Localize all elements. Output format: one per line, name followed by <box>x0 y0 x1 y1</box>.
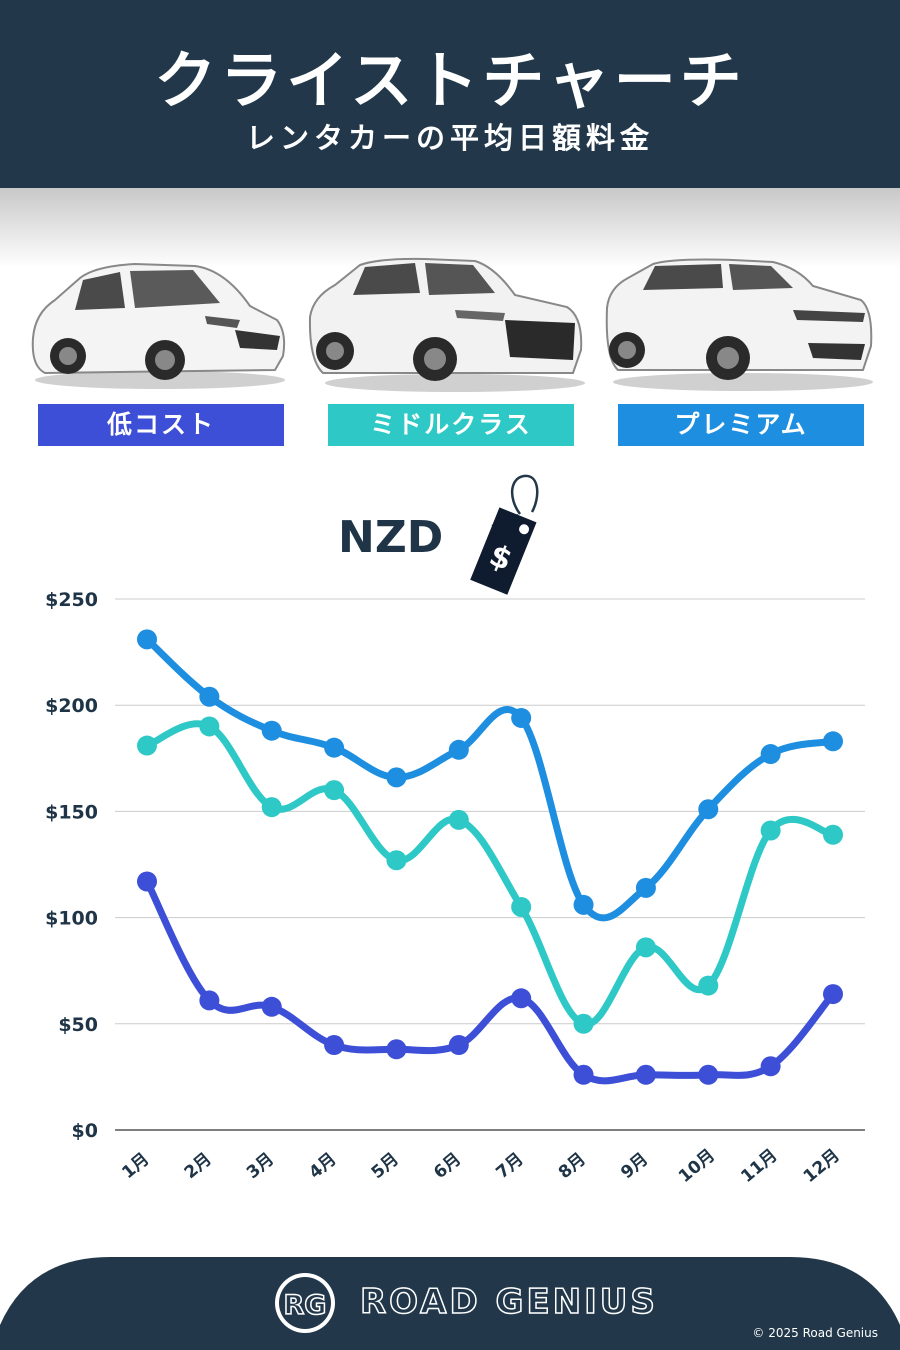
data-point-premium <box>511 707 532 728</box>
x-tick-label: 5月 <box>368 1149 403 1183</box>
x-tick-label: 7月 <box>492 1149 527 1183</box>
x-tick-label: 12月 <box>800 1145 844 1186</box>
premium-label: プレミアム <box>618 404 864 446</box>
data-point-midsize <box>199 716 220 737</box>
x-tick-label: 1月 <box>118 1149 153 1183</box>
logo-initials: RG <box>284 1290 327 1321</box>
data-point-economy <box>635 1064 656 1085</box>
page-title: クライストチャーチ <box>154 44 746 117</box>
data-point-premium <box>324 737 345 758</box>
data-point-economy <box>698 1064 719 1085</box>
series-line-midsize <box>143 720 837 1028</box>
data-point-premium <box>635 877 656 898</box>
midsize-car-image <box>308 257 585 392</box>
data-point-premium <box>823 731 843 752</box>
header-shadow <box>0 188 900 268</box>
data-point-midsize <box>261 797 282 818</box>
y-tick-label: $100 <box>45 908 98 930</box>
data-point-midsize <box>137 735 157 756</box>
economy-label: 低コスト <box>38 404 284 446</box>
data-point-economy <box>261 996 282 1017</box>
price-tag-icon: $ <box>470 474 539 595</box>
data-point-premium <box>698 799 719 820</box>
data-point-midsize <box>573 1013 594 1034</box>
y-tick-label: $200 <box>45 695 98 717</box>
data-point-economy <box>137 871 157 892</box>
midsize-label: ミドルクラス <box>328 404 574 446</box>
data-point-premium <box>448 739 469 760</box>
data-point-economy <box>448 1035 469 1056</box>
x-tick-label: 10月 <box>675 1145 719 1186</box>
data-point-premium <box>137 629 157 650</box>
data-point-premium <box>573 894 594 915</box>
data-point-economy <box>199 990 220 1011</box>
page-subtitle: レンタカーの平均日額料金 <box>245 121 654 155</box>
y-tick-label: $250 <box>45 589 98 611</box>
y-tick-label: $0 <box>72 1120 98 1142</box>
data-point-midsize <box>386 850 407 871</box>
data-point-midsize <box>324 780 345 801</box>
series-line-economy <box>143 877 837 1085</box>
brand-name: ROAD GENIUS <box>359 1281 658 1323</box>
currency-label: NZD <box>338 512 444 563</box>
footer-band: RG <box>0 1257 900 1350</box>
data-point-economy <box>386 1039 407 1060</box>
y-tick-label: $50 <box>58 1014 98 1036</box>
x-tick-label: 8月 <box>555 1149 590 1183</box>
x-tick-label: 2月 <box>181 1149 216 1183</box>
data-point-midsize <box>760 820 781 841</box>
data-point-premium <box>199 686 220 707</box>
data-point-economy <box>760 1056 781 1077</box>
data-point-premium <box>760 744 781 765</box>
data-point-economy <box>573 1064 594 1085</box>
copyright-text: © 2025 Road Genius <box>752 1326 878 1340</box>
data-point-economy <box>823 984 843 1005</box>
x-tick-label: 6月 <box>430 1149 465 1183</box>
data-point-economy <box>324 1035 345 1056</box>
header-banner: クライストチャーチ レンタカーの平均日額料金 <box>0 0 900 188</box>
x-tick-label: 3月 <box>243 1149 278 1183</box>
data-point-midsize <box>448 809 469 830</box>
data-point-midsize <box>823 824 843 845</box>
x-tick-label: 4月 <box>305 1149 340 1183</box>
data-point-economy <box>511 988 532 1009</box>
x-tick-label: 11月 <box>737 1145 781 1186</box>
y-tick-label: $150 <box>45 801 98 823</box>
economy-car-image <box>31 262 286 389</box>
x-tick-label: 9月 <box>617 1149 652 1183</box>
data-point-midsize <box>635 937 656 958</box>
data-point-midsize <box>698 975 719 996</box>
premium-car-image <box>605 258 873 391</box>
data-point-premium <box>261 720 282 741</box>
data-point-premium <box>386 767 407 788</box>
data-point-midsize <box>511 896 532 917</box>
line-chart: $0 $50 $100 $150 $200 $250 1月 2月 3月 4月 5月 6月 7月 8月 9月… <box>45 589 865 1187</box>
